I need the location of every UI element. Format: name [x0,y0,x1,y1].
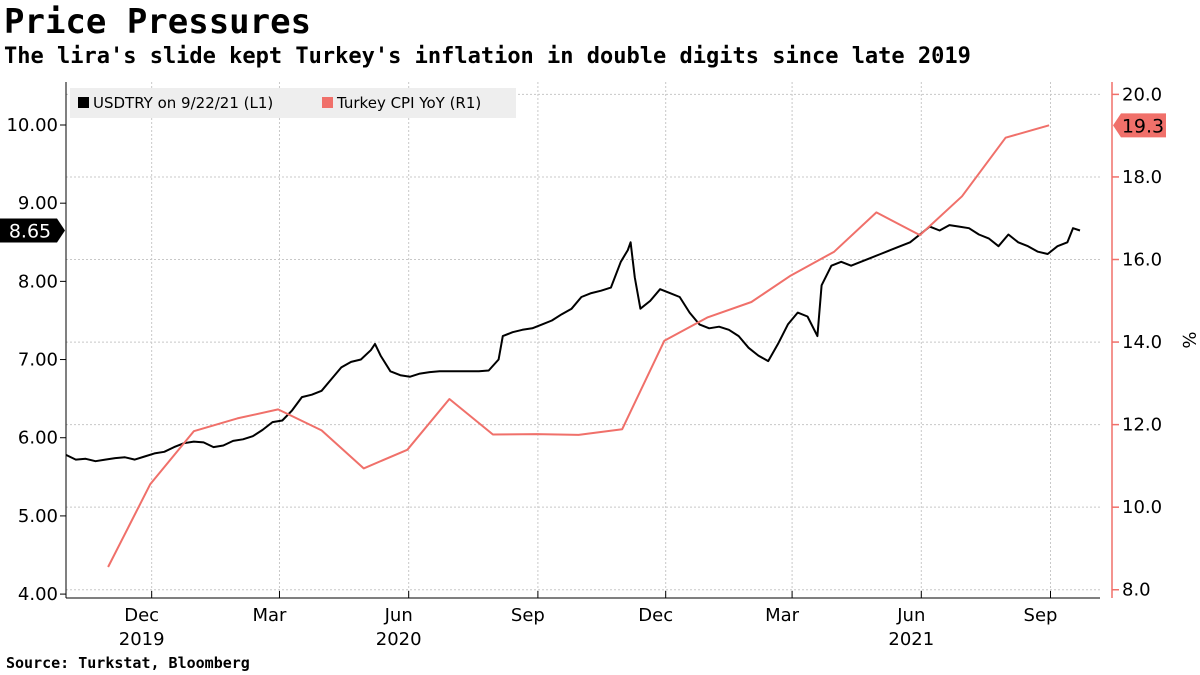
x-year-label: 2020 [376,629,422,650]
y-left-tick-label: 8.00 [18,271,58,292]
y-right-tick-label: 8.0 [1122,580,1151,601]
cpi-last-value-label: 19.3 [1122,115,1164,137]
y-right-tick-label: 12.0 [1122,415,1162,436]
cpi-line [107,124,1050,568]
x-tick-label: Dec [638,605,673,626]
chart-subtitle: The lira's slide kept Turkey's inflation… [4,44,971,69]
x-tick-label: Mar [765,605,800,626]
x-tick-label: Jun [384,605,413,626]
y-right-tick-label: 10.0 [1122,497,1162,518]
y-left-tick-label: 4.00 [18,584,58,605]
grid-lines [66,82,1100,598]
y-left-tick-label: 5.00 [18,506,58,527]
series [65,124,1081,568]
chart-title: Price Pressures [4,2,312,42]
cpi-last-value-badge [1113,113,1166,138]
last-value-badges: 8.65 19.3 [0,113,1166,243]
y-left-tick-label: 10.00 [6,115,58,136]
x-year-label: 2019 [119,629,165,650]
source-note: Source: Turkstat, Bloomberg [6,654,250,672]
y-right-unit-label: % [1178,331,1199,348]
y-right-tick-label: 14.0 [1122,332,1162,353]
usdtry-last-value-label: 8.65 [9,221,51,243]
y-left-tick-label: 9.00 [18,193,58,214]
x-tick-label: Jun [896,605,925,626]
y-right-tick-label: 16.0 [1122,250,1162,271]
usdtry-line [65,224,1081,463]
legend-background [70,88,516,118]
y-left-tick-label: 6.00 [18,428,58,449]
x-tick-label: Dec [124,605,159,626]
x-tick-label: Sep [511,605,545,626]
axes: Dec Mar Jun Sep Dec Mar Jun Sep 2019 2020 2021 4.00… [6,82,1199,650]
legend-swatch-cpi [322,97,333,108]
x-year-label: 2021 [888,629,934,650]
legend: USDTRY on 9/22/21 (L1) Turkey CPI YoY (R1… [70,88,516,118]
y-right-tick-label: 18.0 [1122,167,1162,188]
x-tick-label: Mar [252,605,287,626]
x-tick-label: Sep [1024,605,1058,626]
y-right-tick-label: 20.0 [1122,84,1162,105]
legend-swatch-usdtry [78,97,89,108]
legend-label-cpi: Turkey CPI YoY (R1) [336,94,481,112]
usdtry-last-value-badge [0,218,65,243]
y-left-tick-label: 7.00 [18,350,58,371]
legend-label-usdtry: USDTRY on 9/22/21 (L1) [93,94,273,112]
